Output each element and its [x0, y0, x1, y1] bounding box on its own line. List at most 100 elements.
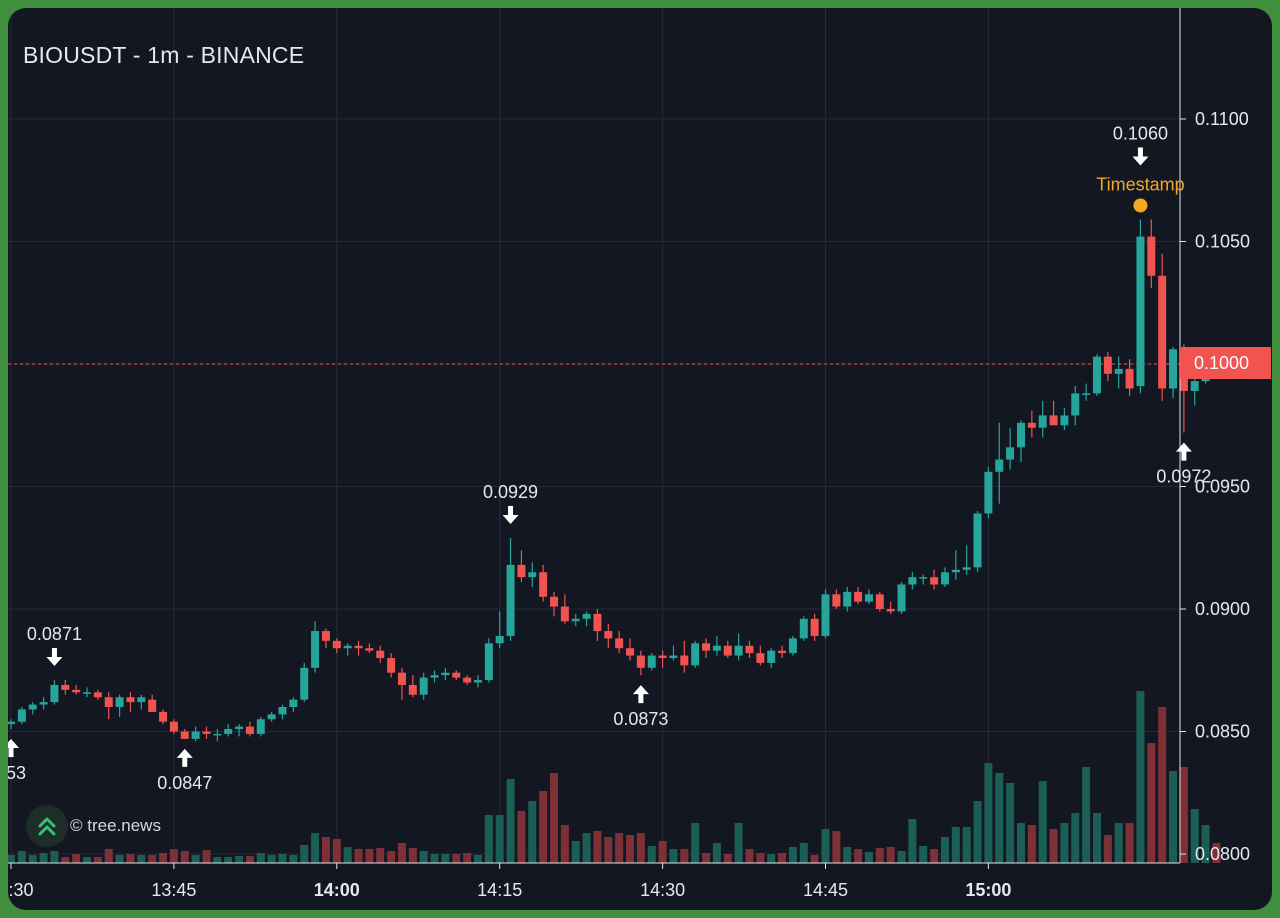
candle-body [354, 645, 363, 649]
candle-body [854, 591, 863, 602]
volume-bar [1016, 823, 1025, 863]
volume-bar [1093, 813, 1101, 863]
volume-bar [821, 829, 830, 863]
volume-bar [897, 851, 906, 863]
candle-body [245, 726, 254, 734]
candle-body [984, 471, 993, 514]
candle [810, 613, 819, 641]
time-tick-label: 14:00 [314, 880, 360, 900]
candle-body [39, 702, 48, 705]
candle [1158, 253, 1167, 401]
volume-bar [343, 847, 352, 863]
down-arrow-icon [1137, 147, 1143, 158]
annotation-label: 0.0847 [157, 773, 212, 793]
candle-body [832, 594, 841, 607]
volume-bar [452, 854, 461, 863]
candle [267, 711, 276, 722]
up-arrow-icon [638, 693, 644, 704]
volume-bar [973, 801, 982, 863]
current-price-label: 0.1000 [1180, 347, 1271, 379]
candle-body [8, 721, 15, 725]
candle-body [1158, 275, 1167, 389]
volume-bar [1103, 835, 1112, 863]
candle-body [148, 699, 157, 712]
candle [245, 721, 254, 737]
volume-bar [560, 825, 569, 863]
candle [354, 640, 363, 656]
volume-bar [767, 854, 776, 863]
candle-body [1125, 368, 1134, 389]
candle-body [321, 631, 330, 641]
candle-body [680, 655, 689, 666]
candle [343, 643, 352, 656]
candle [115, 694, 124, 717]
annotation-label: 853 [8, 763, 26, 783]
candle-body [28, 704, 37, 710]
candle [256, 716, 265, 737]
candle [180, 729, 189, 739]
volume-bar [408, 848, 417, 863]
price-annotation: 0.0873 [613, 685, 668, 729]
price-annotation: 0.0929 [483, 482, 538, 524]
volume-bar [647, 846, 656, 863]
candle [1060, 408, 1069, 431]
candle [430, 670, 439, 683]
candle [104, 692, 113, 720]
volume-bar [267, 855, 276, 863]
candle-body [408, 684, 417, 695]
candle-body [473, 680, 482, 683]
up-arrow-icon [1175, 442, 1192, 452]
volume-bar [506, 779, 515, 863]
volume-bar [875, 848, 884, 863]
volume-bar [571, 841, 580, 863]
down-arrow-icon [46, 657, 63, 667]
down-arrow-icon [502, 514, 519, 524]
candle [1093, 354, 1101, 396]
candle [636, 650, 645, 676]
candle-body [799, 618, 808, 639]
candle-body [267, 714, 276, 720]
candle [593, 609, 602, 641]
chart-canvas[interactable]: 0.1100 0.1050 0.1000 0.0950 0.0900 0.0850 0.08… [8, 8, 1272, 910]
candle [148, 694, 157, 712]
price-axis: 0.11000.10500.10000.09500.09000.08500.08… [1179, 8, 1250, 864]
candle [441, 667, 450, 681]
volume-bar [854, 849, 863, 863]
candle-body [1103, 356, 1112, 374]
chart-title: BIOUSDT - 1m - BINANCE [23, 42, 305, 68]
candle-body [658, 655, 667, 658]
volume-bar [1038, 781, 1047, 863]
candle [61, 680, 70, 695]
volume-bar [17, 851, 26, 863]
candle [126, 692, 135, 712]
candle-body [93, 692, 102, 698]
volume-bar [788, 847, 797, 863]
candle [854, 586, 863, 605]
candle-body [767, 650, 776, 663]
volume-bar [756, 853, 765, 863]
candle-body [930, 577, 939, 585]
candle [72, 684, 81, 695]
candle [517, 550, 526, 583]
volume-bar [712, 843, 721, 863]
candle [691, 640, 700, 668]
candle-body [300, 667, 309, 700]
price-annotation: 0.0972 [1156, 442, 1211, 487]
volume-bar [1060, 823, 1069, 863]
volume-bar [604, 837, 613, 863]
candle-body [745, 645, 754, 654]
volume-bar [723, 854, 732, 863]
candle [137, 694, 146, 710]
candle-body [126, 697, 135, 703]
candle [332, 638, 341, 654]
candle-body [940, 572, 949, 585]
volume-bar [1201, 825, 1210, 863]
candle-body [506, 564, 515, 636]
candle-body [115, 697, 124, 707]
candle [940, 567, 949, 587]
volume-bar [191, 855, 200, 863]
candle [191, 726, 200, 742]
volume-bar [734, 823, 743, 863]
volume-bar [365, 849, 374, 863]
time-tick-label: 14:15 [477, 880, 522, 900]
